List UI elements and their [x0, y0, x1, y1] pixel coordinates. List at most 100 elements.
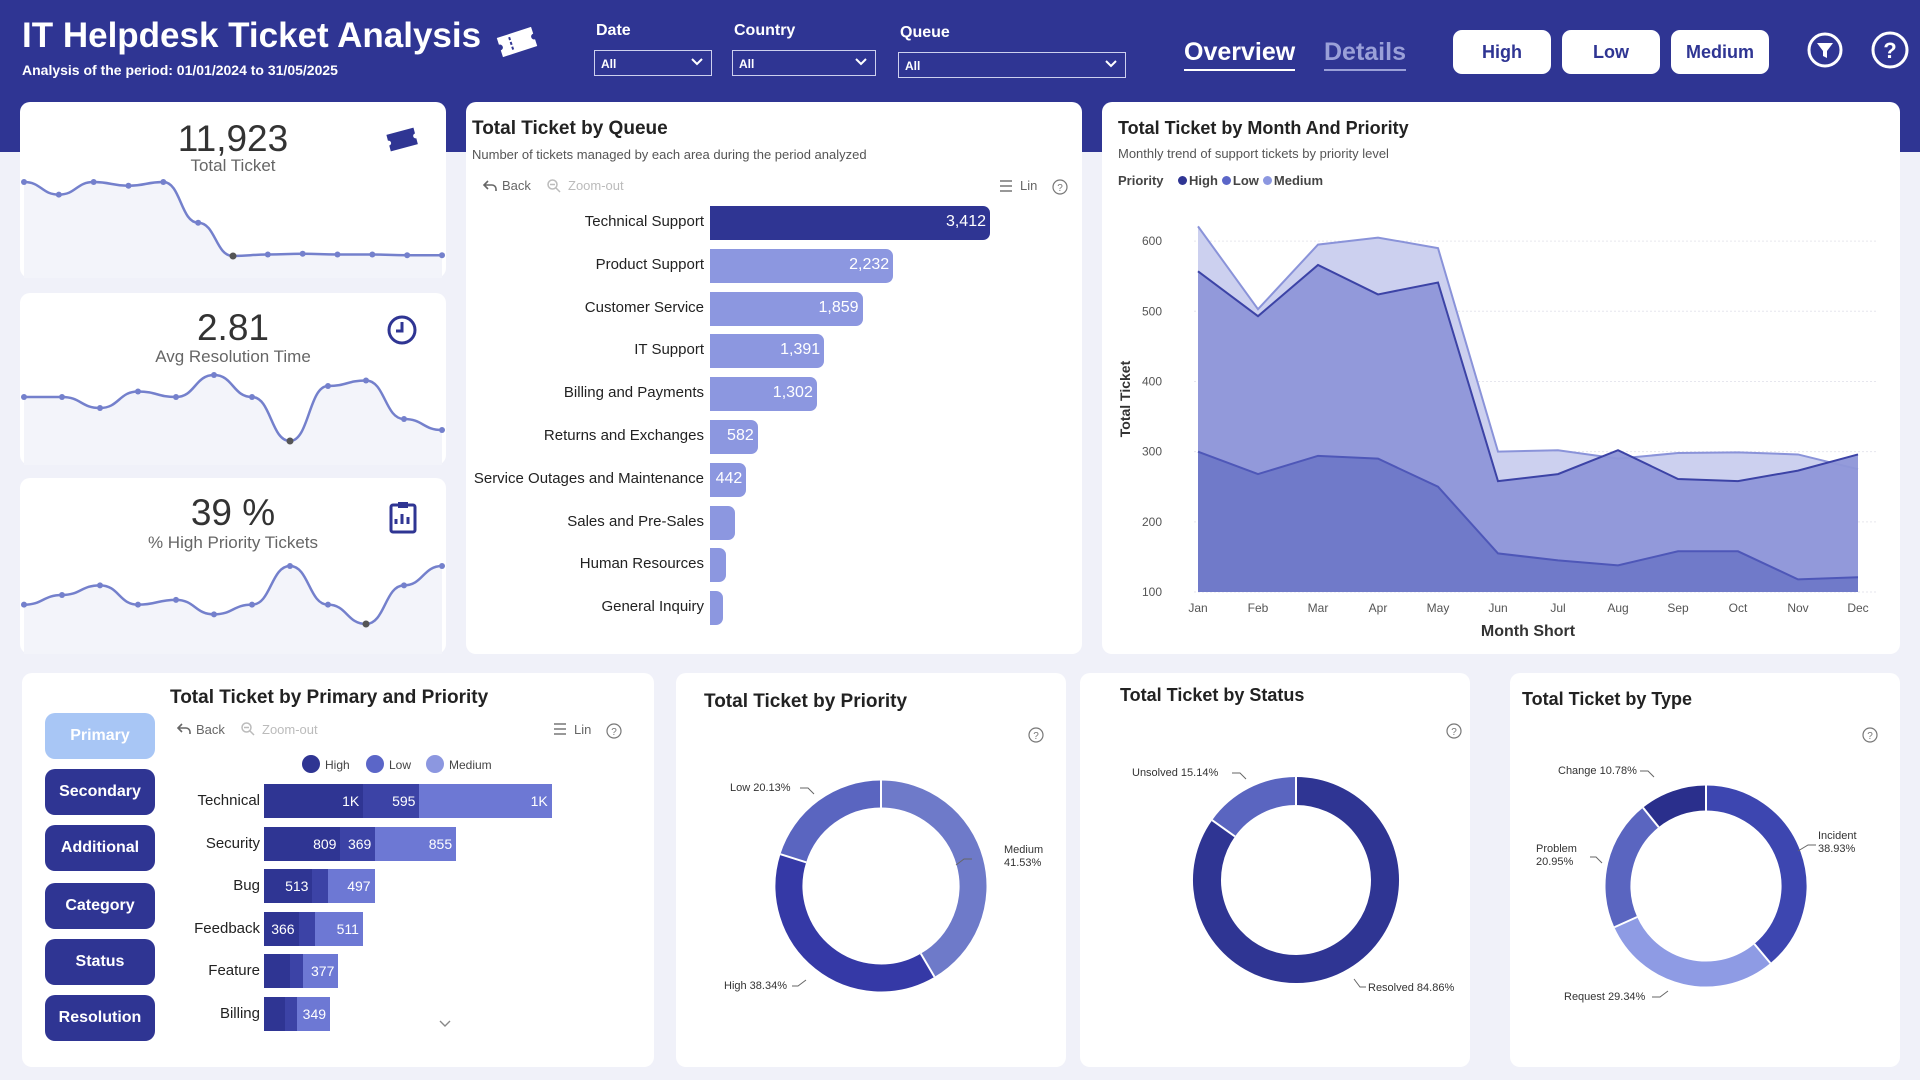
- sparkline-point: [404, 252, 411, 259]
- bar-segment-low[interactable]: [284, 997, 298, 1031]
- sparkline-point: [264, 251, 271, 258]
- legend-label[interactable]: High: [1189, 173, 1218, 188]
- back-arrow-icon[interactable]: [482, 178, 498, 194]
- tab-details[interactable]: Details: [1324, 38, 1406, 71]
- queue-bar[interactable]: [710, 291, 863, 326]
- help-icon[interactable]: ?: [1870, 30, 1910, 70]
- sparkline-point: [21, 179, 27, 185]
- sparkline-point: [135, 601, 141, 608]
- bar-segment-medium[interactable]: 511: [314, 911, 363, 946]
- medium-priority-button[interactable]: Medium: [1671, 30, 1769, 74]
- donut-label: Problem: [1536, 843, 1577, 855]
- x-tick-label: Jun: [1488, 601, 1507, 615]
- chart-title: Total Ticket by Priority: [704, 691, 908, 712]
- leader-line: [1590, 856, 1603, 864]
- bar-segment-low[interactable]: [290, 954, 303, 989]
- bar-segment-high[interactable]: [264, 954, 291, 989]
- legend-label[interactable]: High: [325, 758, 350, 772]
- bar-label: Human Resources: [579, 555, 704, 573]
- queue-filter-value: All: [905, 59, 921, 73]
- sparkline-point: [59, 592, 65, 598]
- bar-label: Technical Support: [584, 213, 704, 230]
- bar-value-label: 2,232: [849, 255, 890, 273]
- help-icon[interactable]: ?: [1862, 727, 1878, 743]
- bar-segment-medium[interactable]: 497: [327, 869, 375, 904]
- line-low: [1197, 263, 1859, 483]
- queue-bar[interactable]: [710, 548, 726, 583]
- queue-bar[interactable]: [710, 591, 724, 626]
- bar-segment-low[interactable]: [298, 911, 315, 946]
- bar-segment-low[interactable]: 369: [340, 826, 376, 861]
- bar-segment-low[interactable]: 595: [363, 784, 420, 818]
- tab-overview[interactable]: Overview: [1184, 38, 1296, 71]
- category-label: Security: [205, 834, 260, 852]
- queue-bar[interactable]: [710, 334, 825, 369]
- date-filter-dropdown[interactable]: All: [594, 50, 712, 76]
- help-icon[interactable]: ?: [1052, 179, 1068, 195]
- chart-title: Total Ticket by Type: [1522, 689, 1693, 709]
- bar-label: Customer Service: [584, 298, 704, 316]
- button-additional[interactable]: Additional: [45, 825, 155, 871]
- bar-segment-medium[interactable]: 1K: [419, 784, 552, 818]
- reset-filter-icon[interactable]: [1805, 30, 1845, 70]
- bar-segment-medium[interactable]: 377: [302, 954, 339, 989]
- x-tick-label: Feb: [1248, 601, 1269, 615]
- kpi-value: 2.81: [196, 307, 269, 348]
- donut-slice-incident: [1705, 785, 1807, 964]
- lin-button[interactable]: Lin: [1020, 178, 1038, 193]
- leader-line: [1232, 772, 1247, 780]
- chart-subtitle: Number of tickets managed by each area d…: [472, 147, 867, 162]
- low-priority-button[interactable]: Low: [1562, 30, 1660, 74]
- queue-bar[interactable]: [710, 420, 758, 454]
- back-button[interactable]: Back: [196, 722, 225, 737]
- country-filter-dropdown[interactable]: All: [732, 50, 876, 76]
- sparkline-point: [363, 377, 369, 384]
- zoom-out-button[interactable]: Zoom-out: [568, 178, 624, 193]
- bar-segment-high[interactable]: 809: [264, 826, 341, 861]
- leader-line: [1797, 844, 1816, 852]
- queue-bar[interactable]: [710, 248, 894, 283]
- bar-segment-high[interactable]: [264, 997, 285, 1031]
- help-icon[interactable]: ?: [1446, 723, 1462, 739]
- kpi-card-avg-resolution: 2.81 Avg Resolution Time: [20, 293, 446, 465]
- sparkline-point: [97, 582, 103, 589]
- back-arrow-icon[interactable]: [176, 721, 192, 737]
- chart-title: Total Ticket by Queue: [472, 118, 668, 139]
- priority-donut-card: Total Ticket by Priority ? Medium 41.53% H…: [676, 673, 1066, 1067]
- queue-bar[interactable]: [710, 206, 990, 240]
- donut-slice-request: [1614, 916, 1771, 987]
- x-tick-label: Sep: [1667, 601, 1689, 615]
- x-tick-label: Jul: [1550, 601, 1565, 615]
- bar-segment-low[interactable]: [312, 869, 328, 904]
- help-icon[interactable]: ?: [1028, 727, 1044, 743]
- back-button[interactable]: Back: [502, 178, 531, 193]
- help-icon[interactable]: ?: [606, 723, 622, 739]
- legend-label[interactable]: Low: [389, 758, 412, 772]
- button-status[interactable]: Status: [45, 939, 155, 985]
- bar-segment-medium[interactable]: 855: [375, 826, 457, 861]
- legend-label[interactable]: Medium: [1273, 173, 1324, 188]
- queue-bar[interactable]: [710, 462, 747, 497]
- legend-label[interactable]: Medium: [449, 758, 492, 772]
- bar-segment-high[interactable]: 366: [264, 911, 299, 946]
- zoom-out-button[interactable]: Zoom-out: [262, 722, 318, 737]
- button-secondary[interactable]: Secondary: [45, 769, 155, 815]
- bar-segment-high[interactable]: 513: [264, 869, 313, 904]
- button-category[interactable]: Category: [45, 883, 155, 929]
- lin-button[interactable]: Lin: [574, 722, 592, 737]
- chevron-down-icon[interactable]: [438, 1019, 452, 1029]
- bar-segment-medium[interactable]: 349: [297, 997, 331, 1031]
- queue-bar[interactable]: [710, 377, 817, 412]
- queue-filter-dropdown[interactable]: All: [898, 52, 1126, 78]
- area-high: [1198, 451, 1858, 592]
- queue-filter-label: Queue: [900, 24, 950, 41]
- button-primary[interactable]: Primary: [45, 713, 155, 759]
- high-priority-button[interactable]: High: [1453, 30, 1551, 74]
- button-resolution[interactable]: Resolution: [45, 995, 155, 1041]
- sparkline-point: [362, 620, 370, 628]
- bar-segment-high[interactable]: 1K: [264, 784, 364, 818]
- legend-label[interactable]: Low: [1232, 173, 1259, 188]
- queue-bar[interactable]: [710, 505, 735, 540]
- x-tick-label: Aug: [1607, 601, 1628, 615]
- donut-slice-resolved: [1193, 777, 1399, 983]
